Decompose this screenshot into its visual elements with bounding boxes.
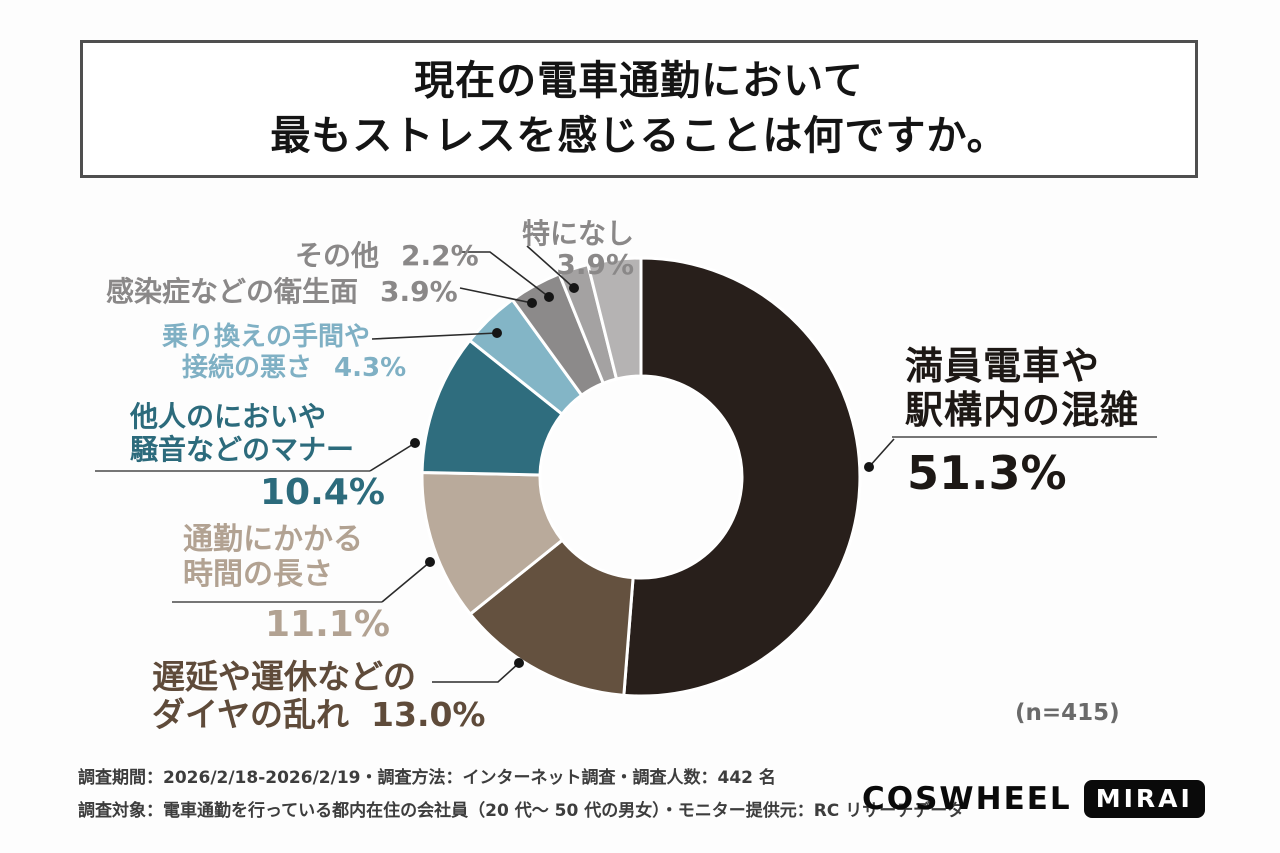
label-text-commute-1: 通勤にかかる [183,522,363,557]
segment-pct-crowded: 51.3% [907,446,1067,500]
leader-transfers [371,332,498,340]
survey-note-line-2: 調査対象：電車通勤を行っている都内在住の会社員（20 代～ 50 代の男女）・モ… [78,801,965,821]
segment-label-nothing: 特になし 3.9% [518,218,634,280]
segment-label-hygiene: 感染症などの衛生面 3.9% [106,270,458,310]
leader-other [462,251,550,298]
dot-transfers [492,328,502,338]
segment-label-schedule: 遅延や運休などの ダイヤの乱れ 13.0% [152,658,486,734]
label-text-nothing: 特になし [521,217,634,250]
segment-label-transfers: 乗り換えの手間や 接続の悪さ 4.3% [162,322,406,384]
leader-lines [95,245,1157,683]
leader-nothing [526,245,575,289]
label-text-other: その他 [295,239,380,272]
dot-nothing [569,283,579,293]
segment-pct-manners: 10.4% [260,472,385,513]
label-pct-hygiene: 3.9% [380,275,458,308]
dot-schedule [514,658,524,668]
dot-hygiene [527,298,537,308]
label-pct-nothing: 3.9% [556,248,634,281]
label-text-crowded-1: 満員電車や [905,344,1101,388]
dot-manners [410,438,420,448]
dot-other [544,292,554,302]
label-pct-other: 2.2% [401,239,479,272]
donut-segment-nothing [586,256,643,381]
leader-crowded [868,438,895,468]
leader-hygiene [459,287,533,304]
donut-segment-schedule-disruption [468,538,635,697]
title-line-1: 現在の電車通勤において [414,58,864,104]
label-text-schedule-2: ダイヤの乱れ [152,695,350,734]
segment-label-other: その他 2.2% [295,234,479,274]
brand-logo: COSWHEEL MIRAI [862,780,1205,818]
label-pct-schedule: 13.0% [371,695,486,734]
segment-pct-commute: 11.1% [265,604,390,645]
dot-commute [425,557,435,567]
leader-manners [369,442,416,472]
segment-label-manners: 他人のにおいや 騒音などのマナー [130,400,354,466]
label-text-hygiene: 感染症などの衛生面 [106,275,359,308]
brand-logo-coswheel: COSWHEEL [862,781,1072,817]
label-text-crowded-2: 駅構内の混雑 [905,388,1140,432]
leader-dots [410,283,874,668]
label-pct-transfers: 4.3% [334,353,407,383]
survey-question-title-box: 現在の電車通勤において 最もストレスを感じることは何ですか。 [80,40,1198,178]
donut-segments [420,256,862,698]
label-text-transfers-2: 接続の悪さ [182,353,313,383]
dot-crowded [864,462,874,472]
donut-segment-crowded-trains [622,256,862,698]
label-text-commute-2: 時間の長さ [183,557,333,592]
title-line-2: 最もストレスを感じることは何ですか。 [270,113,1008,159]
leader-commute [381,561,431,603]
survey-notes: 調査期間：2026/2/18-2026/2/19・調査方法：インターネット調査・… [78,762,964,828]
leader-schedule [432,662,520,683]
segment-label-commute: 通勤にかかる 時間の長さ [183,522,363,592]
segment-label-crowded: 満員電車や 駅構内の混雑 [905,344,1139,432]
sample-size: (n=415) [1015,700,1120,726]
brand-logo-mirai: MIRAI [1083,780,1205,818]
label-text-manners-2: 騒音などのマナー [130,433,355,466]
survey-note-line-1: 調査期間：2026/2/18-2026/2/19・調査方法：インターネット調査・… [78,768,776,788]
label-text-schedule-1: 遅延や運休などの [152,657,416,696]
label-text-manners-1: 他人のにおいや [130,400,327,433]
label-text-transfers-1: 乗り換えの手間や [162,322,371,352]
